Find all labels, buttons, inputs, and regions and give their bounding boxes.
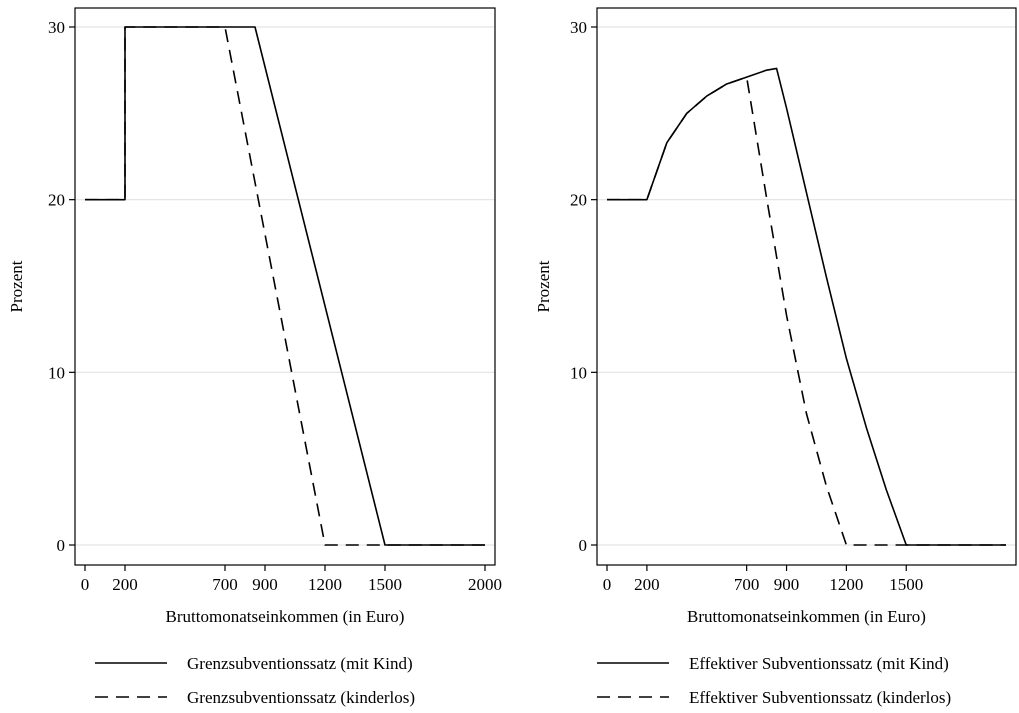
chart-panel-1: 0 10 20 30 0 200 700 900 1200 1500 2000 Bruttomonat… [7, 7, 502, 707]
y-tick-label: 20 [48, 191, 65, 210]
x-tick-label: 1200 [308, 575, 342, 594]
y-tick-label: 30 [570, 18, 587, 37]
x-axis-label: Bruttomonatseinkommen (in Euro) [166, 607, 405, 626]
series-line-solid [85, 26, 485, 546]
x-tick-label: 0 [81, 575, 90, 594]
x-tick-label: 1500 [368, 575, 402, 594]
series-line-dashed [607, 76, 1006, 546]
x-tick-label: 200 [112, 575, 138, 594]
legend-label: Effektiver Subventionssatz (kinderlos) [689, 688, 951, 707]
plot-frame [596, 7, 1017, 566]
x-tick-label: 700 [734, 575, 760, 594]
x-tick-label: 1500 [889, 575, 923, 594]
y-tick-label: 20 [570, 191, 587, 210]
y-axis-label: Prozent [7, 260, 26, 312]
plot-frame [74, 7, 496, 566]
x-tick-label: 2000 [468, 575, 502, 594]
series-line-dashed [85, 26, 485, 546]
x-tick-label: 900 [252, 575, 278, 594]
legend-label: Grenzsubventionssatz (mit Kind) [187, 654, 413, 673]
x-tick-label: 900 [774, 575, 800, 594]
y-tick-label: 10 [570, 363, 587, 382]
y-tick-label: 0 [579, 536, 588, 555]
x-tick-label: 0 [603, 575, 612, 594]
legend-label: Grenzsubventionssatz (kinderlos) [187, 688, 415, 707]
x-tick-label: 700 [212, 575, 238, 594]
series-line-solid [607, 67, 1006, 546]
x-tick-label: 1200 [829, 575, 863, 594]
x-tick-label: 200 [634, 575, 660, 594]
x-axis-label: Bruttomonatseinkommen (in Euro) [687, 607, 926, 626]
y-axis-label: Prozent [534, 260, 553, 312]
y-tick-label: 10 [48, 363, 65, 382]
legend-label: Effektiver Subventionssatz (mit Kind) [689, 654, 949, 673]
y-tick-label: 0 [57, 536, 66, 555]
chart-panel-2: 0 10 20 30 0 200 700 900 1200 1500 Bruttomonatsein… [534, 7, 1017, 707]
y-tick-label: 30 [48, 18, 65, 37]
